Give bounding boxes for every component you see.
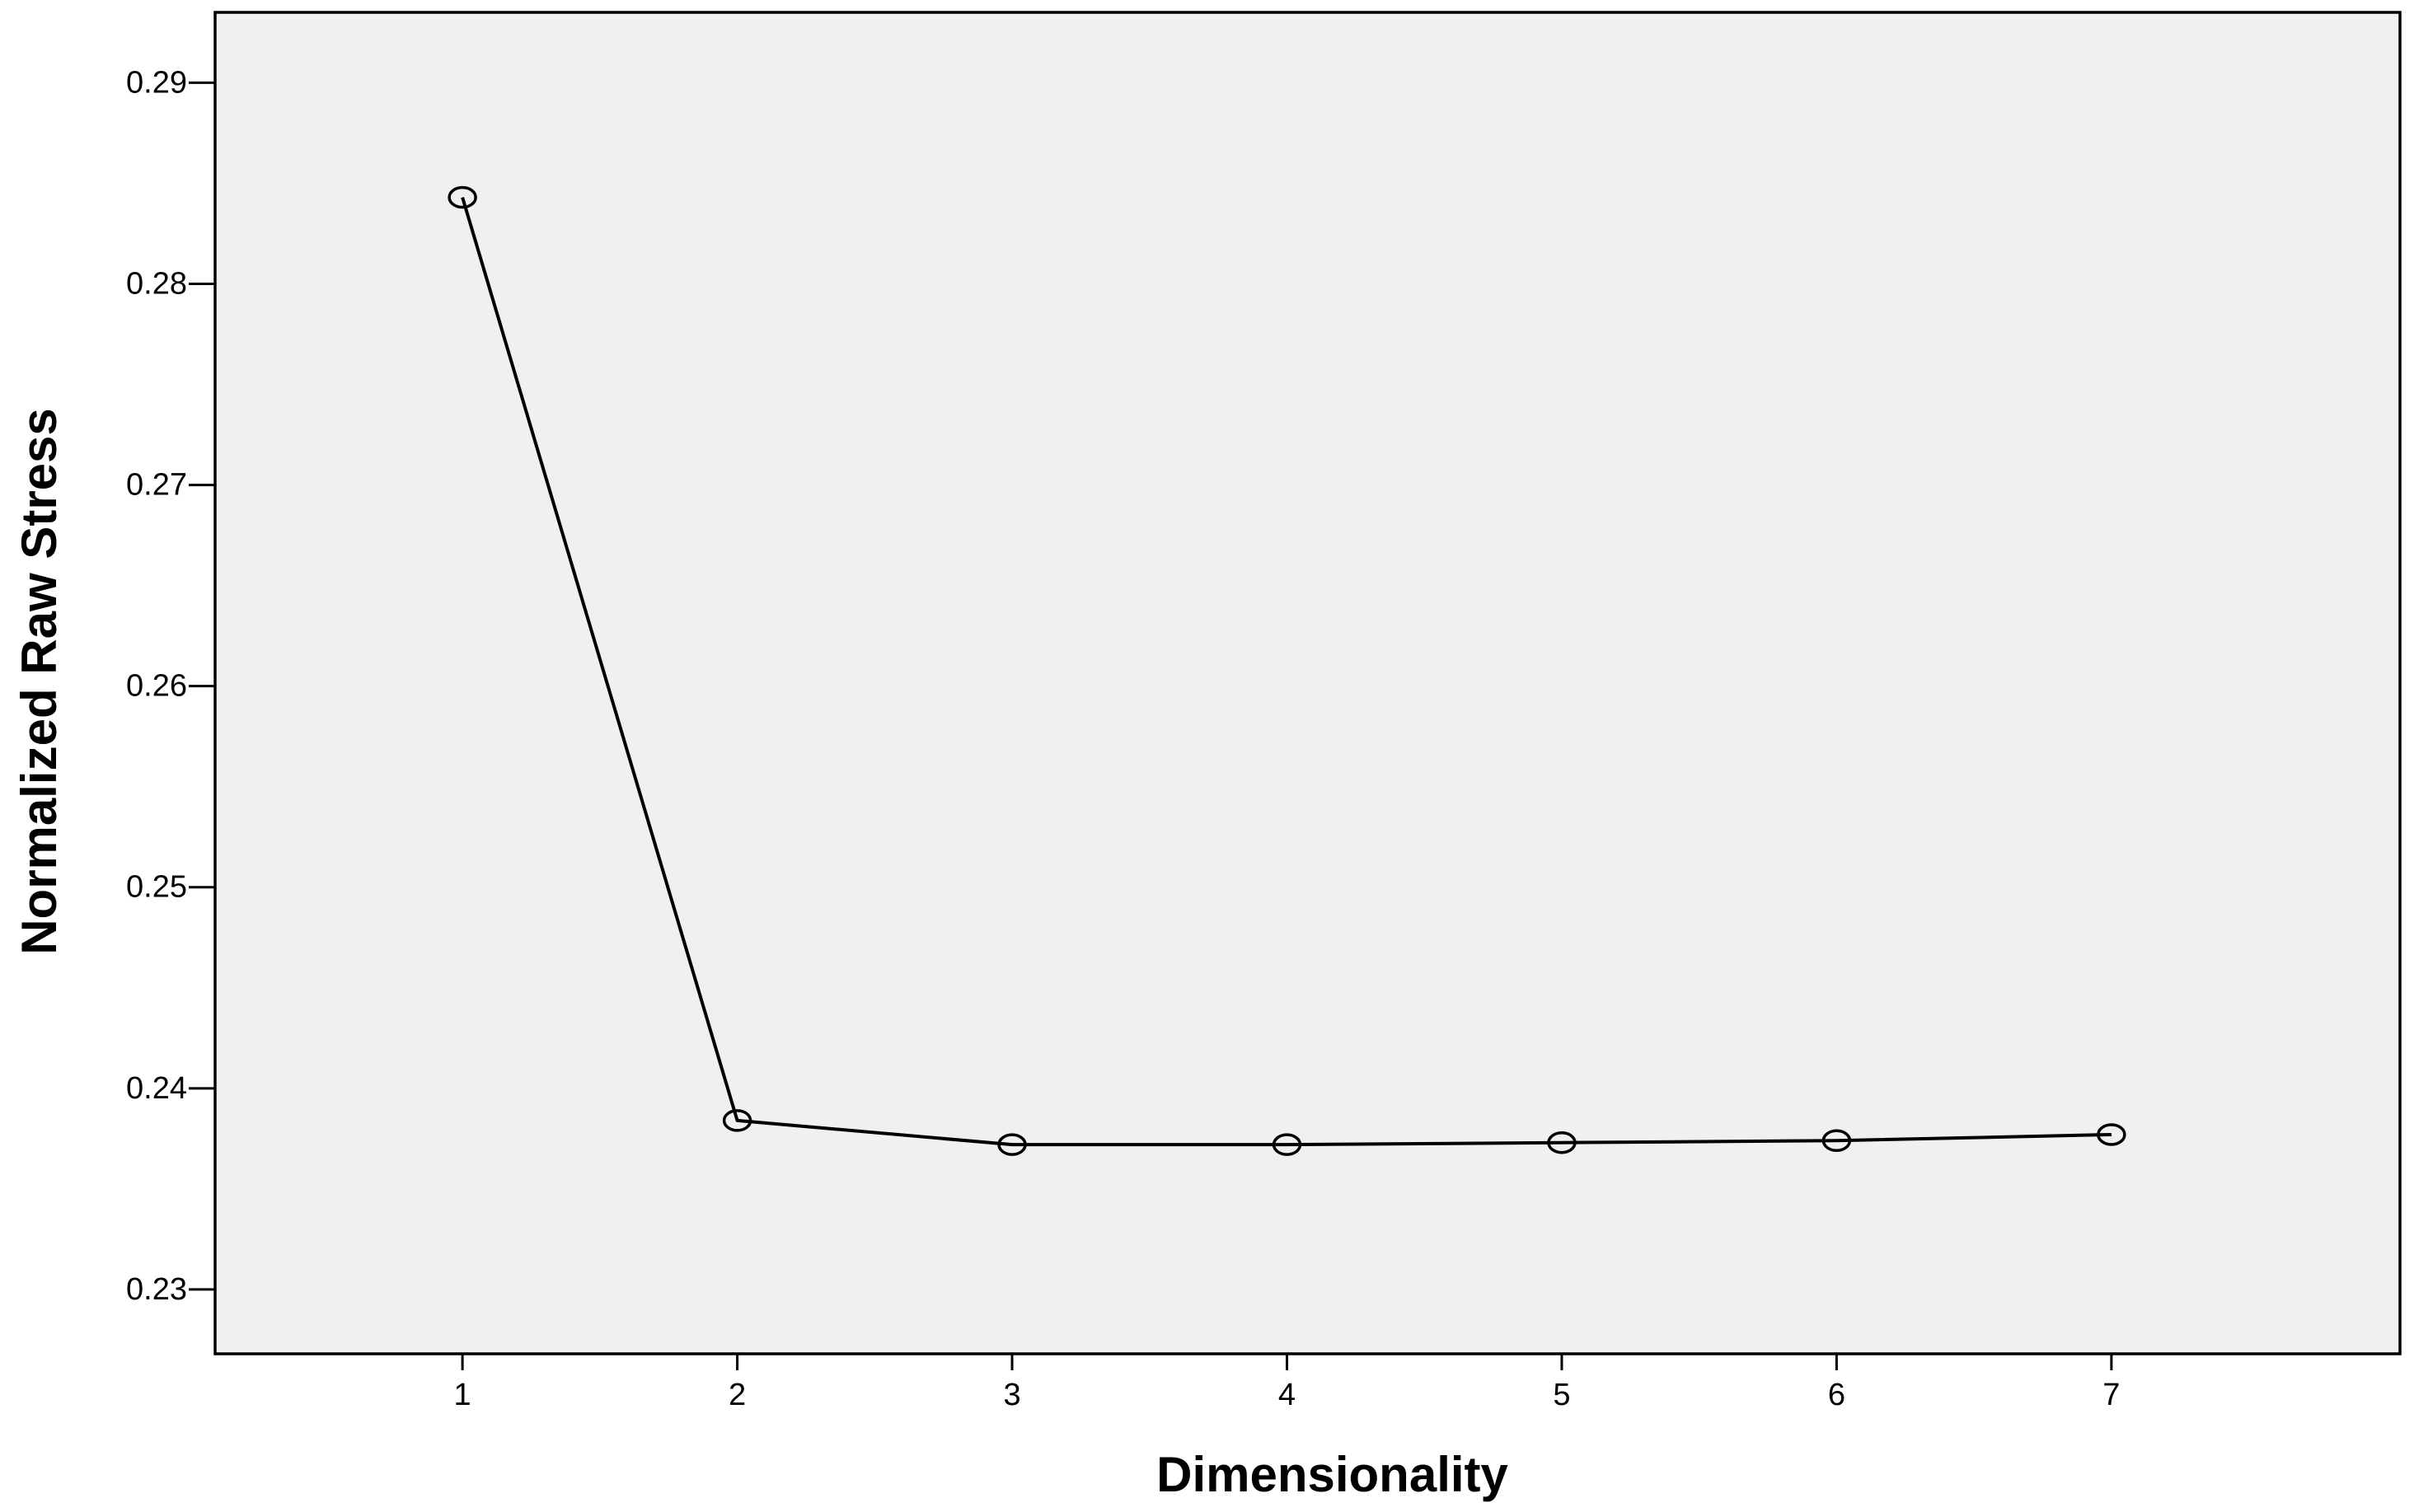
y-tick-label: 0.29: [126, 65, 187, 100]
data-point-marker: [448, 185, 477, 209]
series-layer: [448, 185, 2126, 1156]
y-tick-label: 0.24: [126, 1071, 187, 1106]
y-tick-label: 0.23: [126, 1272, 187, 1307]
y-axis-title: Normalized Raw Stress: [12, 408, 67, 955]
y-tick-label: 0.28: [126, 267, 187, 302]
x-axis-ticks: 1 2 3 4 5 6 7: [454, 1354, 2120, 1412]
y-axis-ticks: 0.23 0.24 0.25 0.26 0.27 0.28 0.29: [126, 65, 215, 1307]
x-axis-title: Dimensionality: [1156, 1447, 1508, 1502]
data-point-marker: [722, 1109, 752, 1132]
x-tick-label: 2: [729, 1378, 746, 1412]
x-tick-label: 5: [1553, 1378, 1570, 1412]
y-tick-label: 0.25: [126, 870, 187, 905]
data-point-marker: [1821, 1129, 1852, 1153]
data-point-marker: [1272, 1133, 1302, 1156]
x-tick-label: 4: [1278, 1378, 1296, 1412]
data-point-marker: [2097, 1123, 2126, 1146]
plot-area: [213, 11, 2402, 1355]
x-tick-label: 7: [2102, 1378, 2120, 1412]
x-tick-label: 3: [1003, 1378, 1020, 1412]
x-tick-label: 6: [1828, 1378, 1845, 1412]
data-point-marker: [1547, 1130, 1577, 1154]
y-tick-label: 0.26: [126, 669, 187, 704]
series-line: [461, 196, 2112, 1147]
data-point-marker: [997, 1133, 1027, 1156]
y-tick-label: 0.27: [126, 468, 187, 503]
x-tick-label: 1: [454, 1378, 471, 1412]
